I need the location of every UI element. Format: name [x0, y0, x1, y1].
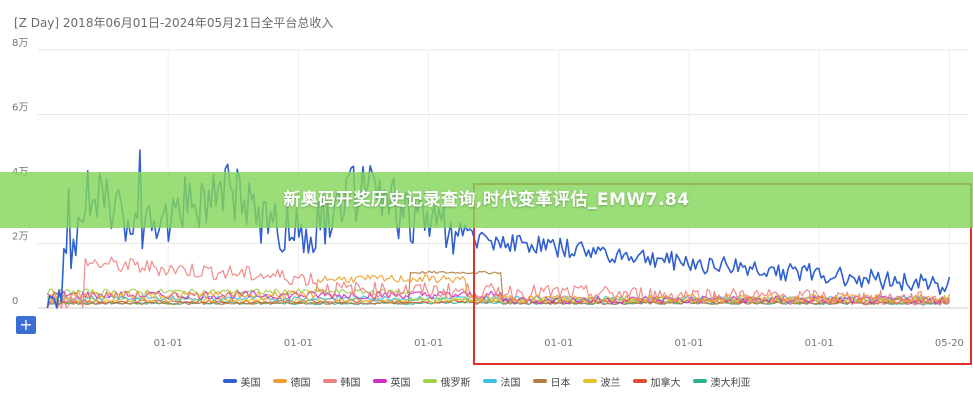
legend-swatch — [532, 379, 547, 383]
legend-swatch — [632, 379, 647, 383]
series-line-2 — [46, 274, 950, 303]
chart-legend: 美国 德国 韩国 英国 俄罗斯 法国 日本 波兰 加拿大 澳大利亚 — [0, 372, 973, 390]
legend-label: 加拿大 — [650, 377, 681, 389]
legend-item[interactable]: 澳大利亚 — [692, 372, 751, 390]
x-tick-label: 01-01 — [544, 338, 573, 349]
x-tick-label: 01-01 — [284, 338, 313, 349]
legend-swatch — [482, 379, 497, 383]
x-tick-label: 01-01 — [154, 338, 183, 349]
legend-label: 波兰 — [600, 377, 621, 389]
y-tick-label: 6万 — [12, 103, 28, 114]
x-tick-label: 01-01 — [674, 338, 703, 349]
legend-item[interactable]: 日本 — [532, 372, 571, 390]
y-tick-label: 2万 — [12, 232, 28, 243]
legend-label: 日本 — [550, 377, 571, 389]
legend-item[interactable]: 俄罗斯 — [422, 372, 471, 390]
chart-title: [Z Day] 2018年06月01日-2024年05月21日全平台总收入 — [14, 16, 334, 30]
legend-swatch — [222, 379, 237, 383]
legend-label: 美国 — [240, 377, 261, 389]
legend-label: 韩国 — [340, 377, 361, 389]
legend-swatch — [272, 379, 287, 383]
legend-item[interactable]: 法国 — [482, 372, 521, 390]
x-tick-label: 05-20 — [935, 338, 964, 349]
legend-item[interactable]: 韩国 — [322, 372, 361, 390]
plus-icon[interactable]: + — [16, 316, 36, 334]
series-line-7 — [46, 270, 950, 305]
series-line-3 — [46, 256, 950, 309]
legend-swatch — [422, 379, 437, 383]
x-tick-label: 01-01 — [414, 338, 443, 349]
legend-label: 法国 — [500, 377, 521, 389]
legend-swatch — [322, 379, 337, 383]
legend-item[interactable]: 波兰 — [582, 372, 621, 390]
x-tick-label: 01-01 — [805, 338, 834, 349]
legend-swatch — [692, 379, 707, 383]
legend-label: 英国 — [390, 377, 411, 389]
y-tick-label: 8万 — [12, 38, 28, 49]
legend-item[interactable]: 加拿大 — [632, 372, 681, 390]
banner-text: 新奥码开奖历史记录查询,时代变革评估_EMW7.84 — [283, 190, 690, 210]
legend-swatch — [372, 379, 387, 383]
legend-label: 德国 — [290, 377, 311, 389]
legend-item[interactable]: 美国 — [222, 372, 261, 390]
legend-item[interactable]: 德国 — [272, 372, 311, 390]
legend-label: 澳大利亚 — [710, 377, 751, 389]
overlay-banner: 新奥码开奖历史记录查询,时代变革评估_EMW7.84 — [0, 172, 973, 228]
legend-swatch — [582, 379, 597, 383]
legend-item[interactable]: 英国 — [372, 372, 411, 390]
y-tick-label: 0 — [12, 296, 18, 307]
legend-label: 俄罗斯 — [440, 377, 471, 389]
